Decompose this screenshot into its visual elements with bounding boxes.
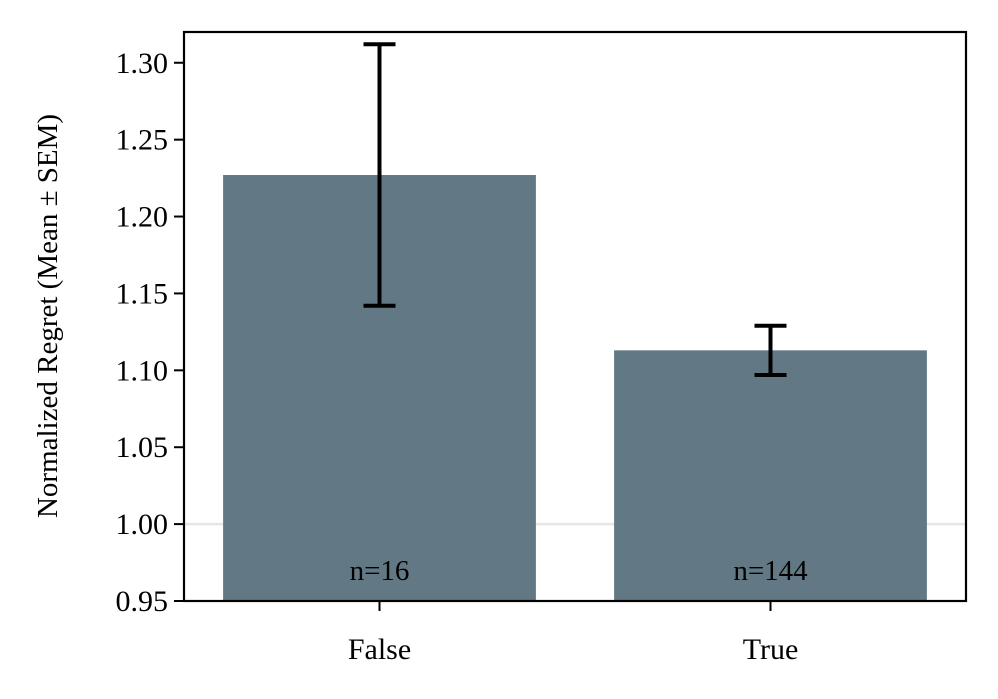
x-axis-ticks: False True xyxy=(348,601,798,666)
count-label-true: n=144 xyxy=(733,555,808,587)
y-tick-label: 1.15 xyxy=(116,277,169,310)
y-axis-ticks: 0.95 1.00 1.05 1.10 1.15 1.20 1.25 1.30 xyxy=(116,47,184,618)
error-bars-layer xyxy=(363,42,787,377)
count-label-false: n=16 xyxy=(350,555,410,587)
bar-true xyxy=(614,350,927,601)
y-tick-label: 1.25 xyxy=(116,124,169,157)
y-axis-label: Normalized Regret (Mean ± SEM) xyxy=(32,114,64,518)
y-tick-label: 1.30 xyxy=(116,47,169,80)
x-tick-label-false: False xyxy=(348,633,411,666)
x-tick-label-true: True xyxy=(743,633,799,666)
y-tick-label: 1.20 xyxy=(116,201,169,234)
count-labels-layer: n=16 n=144 xyxy=(350,555,809,587)
y-tick-label: 1.10 xyxy=(116,354,169,387)
y-tick-label: 1.05 xyxy=(116,431,169,464)
y-tick-label: 0.95 xyxy=(116,585,169,618)
y-tick-label: 1.00 xyxy=(116,508,169,541)
plot-frame xyxy=(182,30,968,603)
bars-layer xyxy=(223,175,927,601)
